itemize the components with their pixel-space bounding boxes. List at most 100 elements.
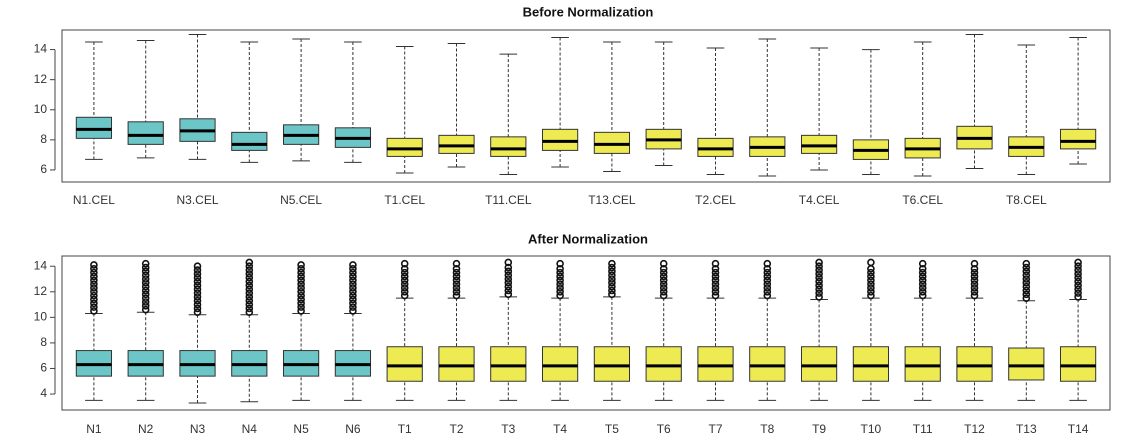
outlier [90,284,98,292]
outlier [400,272,409,281]
outlier [141,259,150,268]
y-tick-label: 4 [40,386,47,400]
box [697,346,734,382]
outlier [141,305,150,314]
outlier [711,287,720,296]
outlier [193,270,202,278]
outlier [504,258,513,267]
box [541,128,579,151]
box [127,121,164,145]
outlier [763,284,772,292]
outlier [349,280,357,288]
y-tick-label: 6 [40,162,47,176]
outlier [608,259,616,268]
outlier [815,281,823,290]
outlier [297,264,305,273]
outlier [970,268,979,277]
outlier [763,287,772,296]
outlier [867,291,875,300]
outlier [297,261,305,269]
outlier [400,276,409,285]
outlier [867,284,875,292]
outlier [141,267,150,276]
outlier [763,272,772,281]
x-tick-label: N5.CEL [280,193,322,207]
outlier [349,295,357,304]
outlier [452,287,461,296]
x-tick-label: N1 [86,422,102,436]
outlier [504,282,513,291]
outlier [349,307,357,315]
outlier [400,291,409,300]
outlier [297,268,305,277]
outlier [918,272,927,281]
outlier [1022,263,1031,272]
outlier [970,276,979,285]
box [593,131,631,154]
x-tick-label: T11 [913,422,933,436]
outlier [193,273,202,282]
y-tick-label: 14 [34,42,48,56]
outlier [504,279,513,287]
chart-title: After Normalization [528,231,648,246]
outlier [504,275,513,283]
y-tick-label: 14 [34,258,48,272]
outlier [608,290,616,299]
outlier [763,268,772,277]
outlier [608,279,616,287]
x-tick-label: T1.CEL [384,193,425,207]
outlier [349,272,357,281]
box [1008,347,1045,381]
x-tick-label: T2.CEL [695,193,736,207]
outlier [90,299,98,308]
outlier [763,280,772,288]
outlier [141,290,150,299]
outlier [193,277,202,286]
outlier [141,279,150,287]
y-tick-label: 8 [40,132,47,146]
outlier [349,284,357,292]
outlier [659,291,668,300]
outlier [504,290,513,299]
outlier [867,276,875,285]
x-tick-label: T6 [657,422,671,436]
outlier [608,271,616,279]
outlier [90,272,98,281]
outlier [1074,289,1082,297]
outlier [452,276,461,285]
outlier [1022,267,1031,276]
outlier [711,259,720,268]
outlier [297,287,305,296]
outlier [349,261,357,269]
x-tick-label: N5 [293,422,309,436]
outlier [141,271,150,279]
outlier [297,295,305,304]
outlier [556,280,564,288]
box [1059,128,1097,150]
outlier [659,276,668,285]
outlier [90,307,98,315]
outlier [918,287,927,296]
outlier [556,287,564,296]
outlier [245,300,254,309]
x-tick-label: T8.CEL [1006,193,1047,207]
outlier [1022,286,1031,295]
outlier [711,280,720,288]
outlier [608,267,616,276]
outlier [815,285,823,294]
outlier [711,284,720,292]
outlier [245,266,254,274]
x-tick-label: N3 [190,422,206,436]
outlier [1074,258,1082,267]
outlier [400,284,409,292]
outlier [556,272,564,281]
outlier [970,287,979,296]
outlier [815,266,823,274]
outlier [815,262,823,271]
outlier [711,291,720,300]
outlier [970,284,979,292]
outlier [918,268,927,277]
outlier [556,264,564,273]
x-tick-label: T14 [1068,422,1089,436]
